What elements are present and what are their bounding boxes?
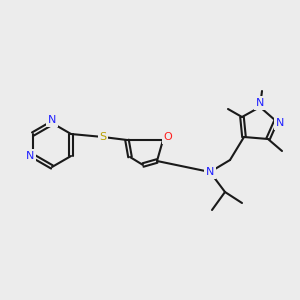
Text: N: N xyxy=(256,98,264,108)
Text: O: O xyxy=(164,132,172,142)
Text: N: N xyxy=(206,167,214,177)
Text: N: N xyxy=(276,118,284,128)
Text: N: N xyxy=(26,151,34,161)
Text: S: S xyxy=(99,132,106,142)
Text: N: N xyxy=(48,115,56,125)
